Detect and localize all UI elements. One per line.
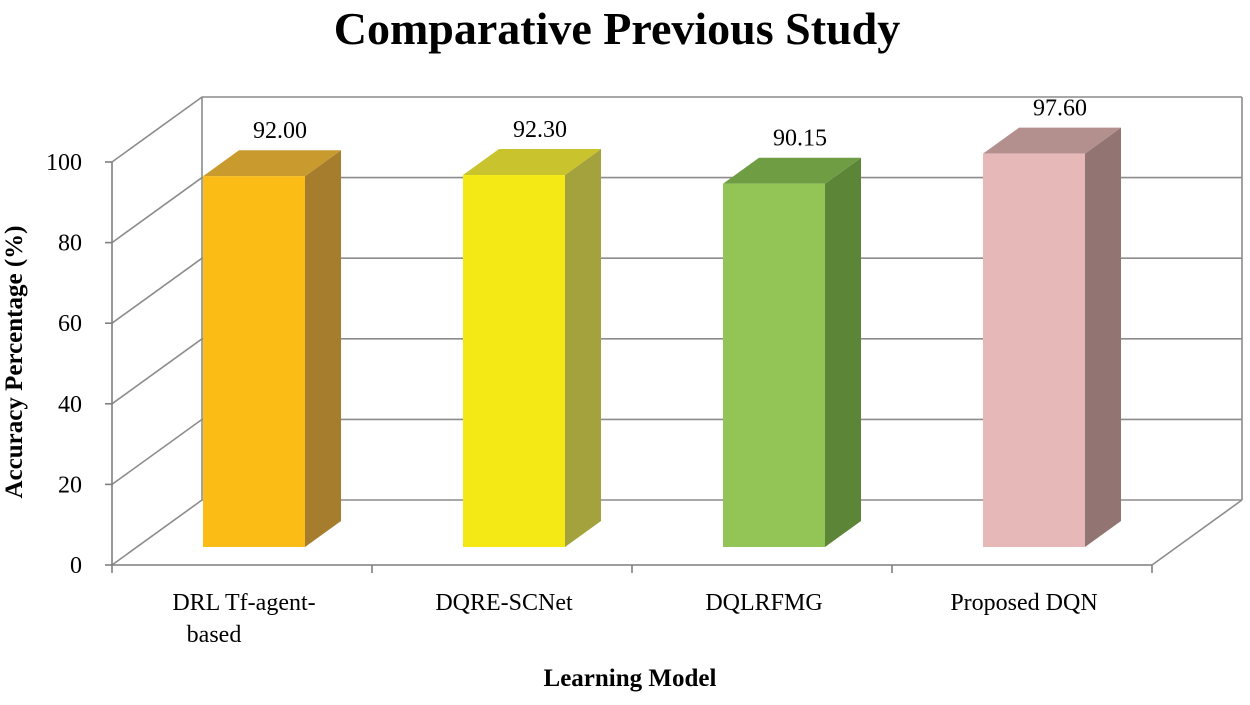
x-tick-label: DQRE-SCNet (435, 590, 573, 616)
data-label: 90.15 (773, 126, 827, 152)
bar (463, 149, 601, 547)
gridline (111, 499, 1242, 566)
bar-front (203, 176, 305, 548)
axis-lines (105, 161, 1153, 573)
bar (203, 150, 341, 548)
y-tick-label: 40 (58, 392, 82, 418)
bar-front (723, 183, 825, 547)
y-tick-label: 20 (58, 472, 82, 498)
bar-side (825, 157, 861, 547)
bar (723, 157, 861, 547)
bar-front (463, 175, 565, 547)
gridline (111, 96, 1242, 163)
x-axis-title: Learning Model (544, 665, 717, 692)
gridline (111, 257, 1242, 324)
bar-side (1085, 127, 1121, 547)
bar-side (305, 150, 341, 548)
bar-top (723, 157, 861, 184)
gridline (111, 337, 1242, 405)
chart-title: Comparative Previous Study (334, 3, 901, 54)
x-tick-label: DRL Tf-agent-based (172, 590, 315, 648)
bar-top (463, 149, 601, 176)
gridline (111, 176, 1242, 244)
x-tick-label: DQLRFMG (705, 590, 822, 616)
y-tick-label: 60 (58, 311, 82, 337)
bar (983, 127, 1121, 547)
y-tick-label: 100 (46, 150, 82, 176)
x-tick-labels: DRL Tf-agent-based DQRE-SCNet DQLRFMG Propo… (172, 590, 1097, 648)
y-axis-title: Accuracy Percentage (%) (1, 225, 28, 498)
data-label: 92.00 (253, 118, 307, 144)
bar-top (203, 150, 341, 177)
y-tick-labels: 0 20 40 60 80 100 (46, 150, 82, 579)
gridline (111, 418, 1242, 486)
bar-top (983, 127, 1121, 154)
y-tick-label: 80 (58, 231, 82, 257)
data-labels: 92.00 92.30 90.15 97.60 (253, 96, 1087, 152)
gridlines (111, 96, 1242, 566)
bar-front (983, 153, 1085, 547)
y-tick-label: 0 (70, 553, 82, 579)
data-label: 92.30 (513, 117, 567, 143)
chart-walls (201, 97, 1243, 566)
bar-side (565, 149, 601, 547)
floor-right-edge (1151, 499, 1243, 566)
x-tick-label: Proposed DQN (950, 590, 1097, 616)
data-label: 97.60 (1033, 96, 1087, 122)
bars (203, 127, 1121, 548)
